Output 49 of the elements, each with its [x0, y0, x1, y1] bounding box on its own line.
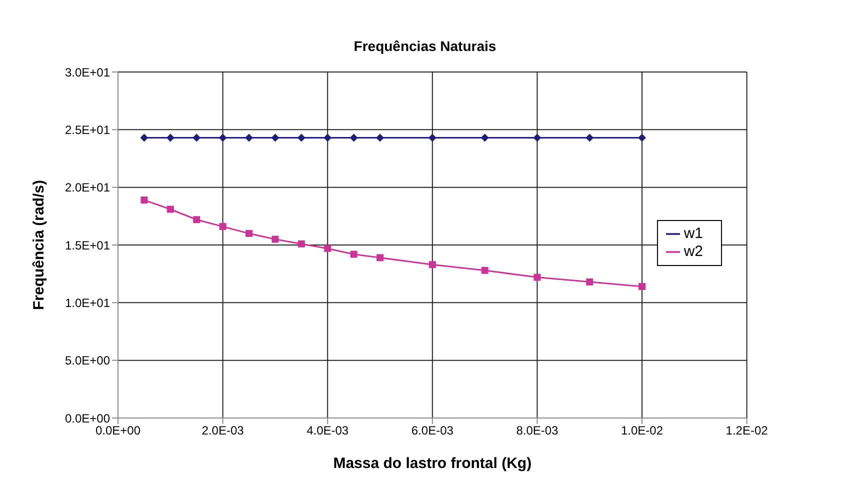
point: [324, 134, 332, 142]
x-tick-label: 6.0E-03: [411, 424, 454, 438]
point: [350, 250, 358, 258]
point: [166, 134, 174, 142]
point: [533, 134, 542, 142]
y-tick-label: 0.0E+00: [64, 411, 110, 426]
point: [218, 134, 227, 142]
x-tick-label: 0.0E+00: [95, 424, 141, 438]
y-axis-title: Frequência (rad/s): [30, 180, 48, 310]
point: [272, 236, 279, 243]
point: [297, 134, 306, 142]
x-tick-label: 2.0E-03: [202, 424, 244, 438]
point: [192, 134, 201, 142]
point: [481, 266, 488, 274]
y-tick-label: 1.0E+01: [64, 296, 110, 310]
point: [428, 261, 436, 268]
point: [638, 283, 646, 290]
point: [586, 278, 594, 286]
x-tick-label: 1.0E-02: [620, 424, 664, 438]
point: [271, 134, 280, 142]
point: [246, 230, 253, 237]
chart-title: Frequências Naturais: [352, 38, 498, 54]
x-tick-label: 1.2E-02: [726, 424, 768, 438]
legend-label: w2: [684, 243, 703, 260]
y-tick-label: 1.5E+01: [64, 238, 110, 252]
legend-label: w1: [684, 225, 703, 242]
point: [428, 134, 436, 142]
point: [376, 254, 384, 262]
point: [166, 206, 174, 213]
point: [376, 134, 384, 142]
point: [140, 196, 148, 204]
point: [480, 134, 489, 142]
point: [140, 134, 148, 142]
point: [219, 223, 226, 230]
y-tick-label: 2.5E+01: [64, 122, 110, 137]
point: [638, 134, 646, 142]
x-tick-label: 4.0E-03: [306, 424, 349, 438]
point: [534, 274, 541, 281]
x-axis-title: Massa do lastro frontal (Kg): [333, 455, 532, 472]
point: [324, 244, 332, 252]
point: [350, 134, 358, 142]
point: [193, 216, 200, 224]
point: [586, 134, 594, 142]
point: [245, 134, 254, 142]
x-tick-label: 8.0E-03: [516, 424, 559, 438]
y-tick-label: 3.0E+01: [64, 65, 110, 80]
y-tick-label: 2.0E+01: [64, 180, 110, 195]
y-tick-label: 5.0E+00: [64, 354, 110, 368]
point: [298, 240, 305, 248]
